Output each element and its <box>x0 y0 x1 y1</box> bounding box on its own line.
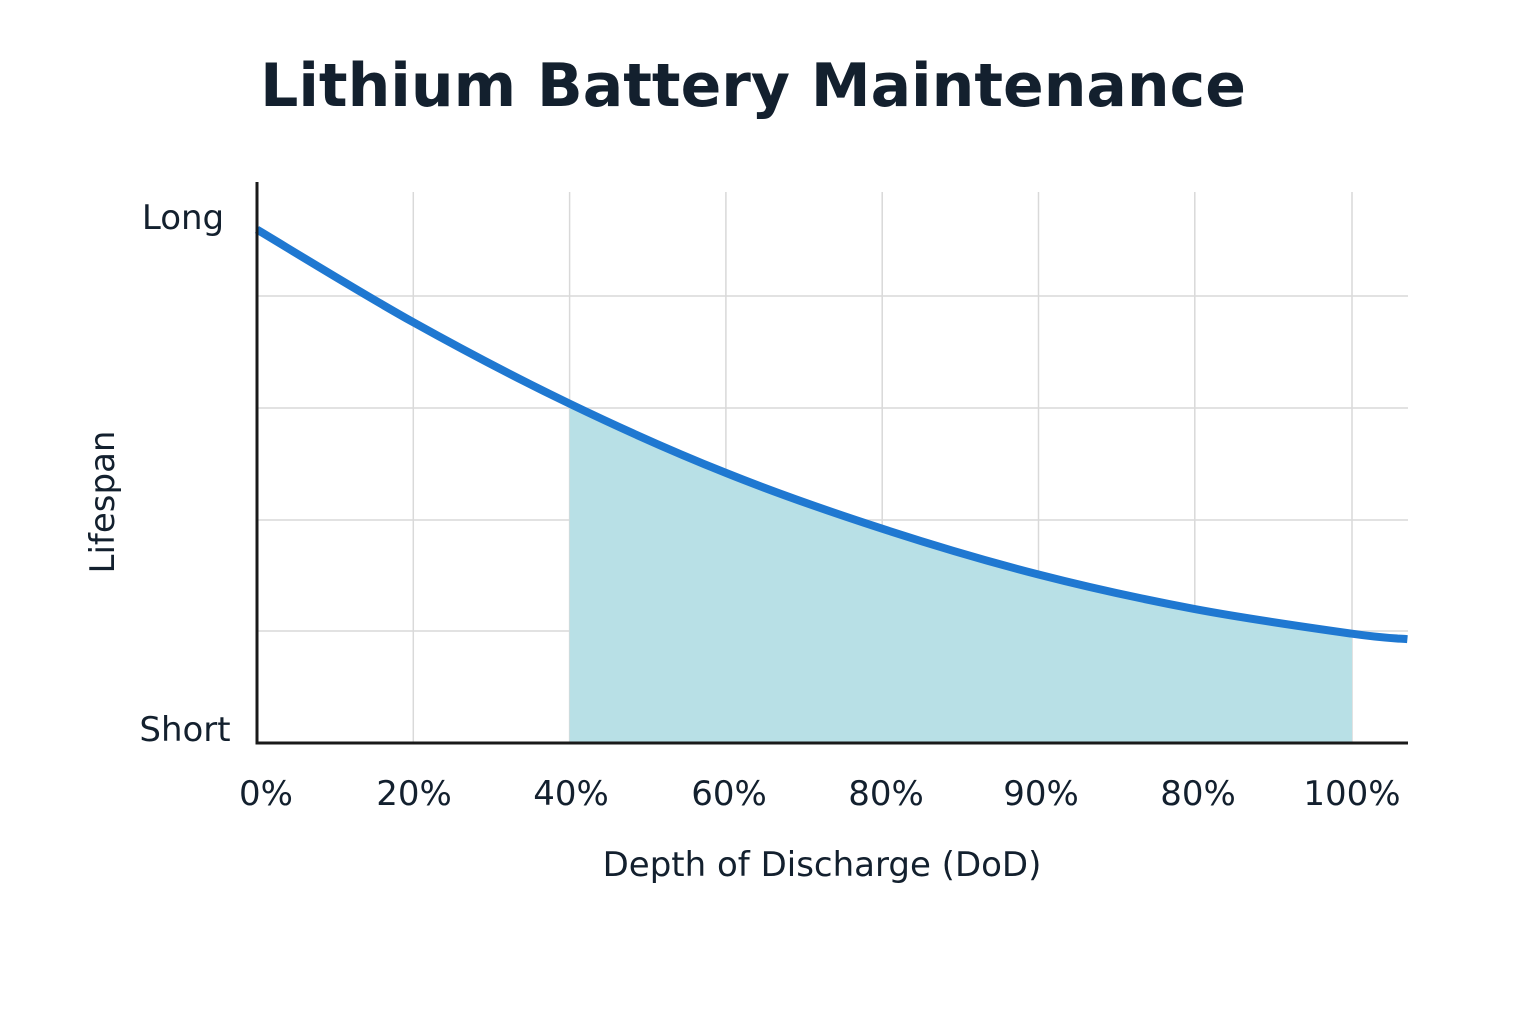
x-tick-labels: 0% 20% 40% 60% 80% 90% 80% 100% <box>239 774 1401 814</box>
grid <box>257 192 1408 743</box>
chart-title: Lithium Battery Maintenance <box>260 51 1246 121</box>
x-tick-label: 60% <box>691 774 767 814</box>
series-line-lifespan <box>254 226 1408 644</box>
x-tick-label: 20% <box>376 774 452 814</box>
x-axis-title: Depth of Discharge (DoD) <box>603 845 1042 885</box>
y-tick-label-short: Short <box>139 710 230 750</box>
y-tick-label-long: Long <box>142 198 224 238</box>
x-tick-label: 80% <box>848 774 924 814</box>
y-axis-title: Lifespan <box>83 431 123 574</box>
x-tick-label: 100% <box>1303 774 1400 814</box>
x-tick-label: 0% <box>239 774 293 814</box>
x-tick-label: 40% <box>533 774 609 814</box>
axes <box>255 182 1408 745</box>
x-tick-label: 90% <box>1003 774 1079 814</box>
x-tick-label: 80% <box>1160 774 1236 814</box>
